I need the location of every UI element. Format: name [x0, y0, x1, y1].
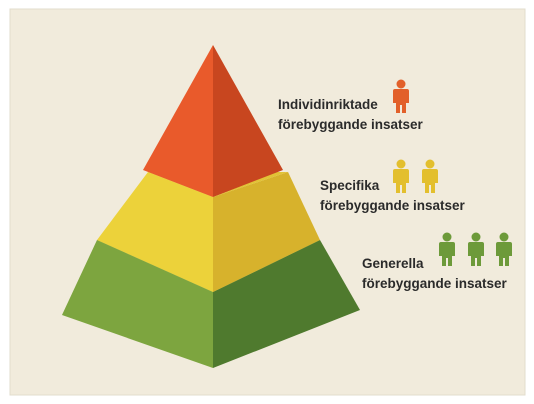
- tier-red: [143, 45, 283, 197]
- label-line: Individinriktade: [278, 97, 378, 112]
- label-line: Specifika: [320, 178, 380, 193]
- label-line: Generella: [362, 256, 424, 271]
- label-line: förebyggande insatser: [320, 198, 466, 213]
- label-line: förebyggande insatser: [362, 276, 508, 291]
- label-line: förebyggande insatser: [278, 117, 424, 132]
